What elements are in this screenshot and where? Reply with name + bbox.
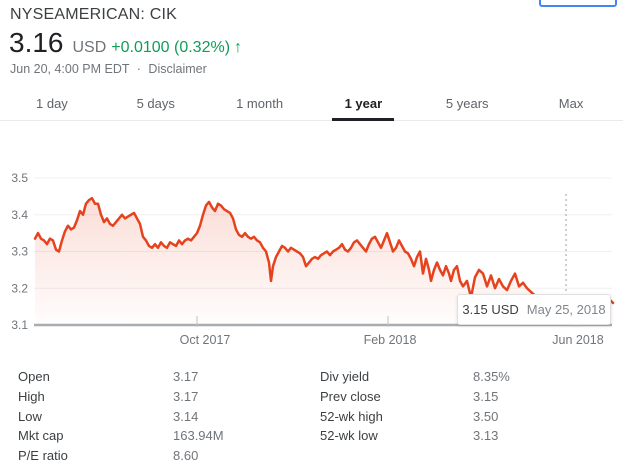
stat-label: Low <box>18 408 42 424</box>
x-tick-label: Feb 2018 <box>364 333 417 347</box>
tab-5-years[interactable]: 5 years <box>445 96 489 111</box>
stat-label: Prev close <box>320 389 381 405</box>
tab-1-year[interactable]: 1 year <box>311 87 415 120</box>
y-tick-label: 3.4 <box>11 208 28 222</box>
stats-column-right: Div yield 8.35% Prev close 3.15 52-wk high 3.… <box>320 367 610 446</box>
stat-row: 52-wk low 3.13 <box>320 426 610 446</box>
stat-value: 3.50 <box>473 408 499 424</box>
stat-value: 163.94M <box>173 428 224 444</box>
y-tick-label: 3.3 <box>11 245 28 259</box>
stat-row: High 3.17 <box>18 387 298 407</box>
stat-label: 52-wk low <box>320 428 378 444</box>
stat-row: Open 3.17 <box>18 367 298 387</box>
stat-row: P/E ratio 8.60 <box>18 446 298 464</box>
stats-column-left: Open 3.17 High 3.17 Low 3.14 Mkt cap 163.94M P/E… <box>18 367 298 464</box>
x-tick-label: Oct 2017 <box>180 333 231 347</box>
stat-value: 8.35% <box>473 369 510 385</box>
area-fill <box>35 198 613 325</box>
dot-separator: · <box>136 62 141 76</box>
tooltip-price: 3.15 USD <box>462 302 519 317</box>
price-change: +0.0100 (0.32%) <box>111 39 231 56</box>
stat-value: 8.60 <box>173 448 199 464</box>
tab-1-day[interactable]: 1 day <box>36 96 68 111</box>
y-tick-label: 3.1 <box>11 318 28 332</box>
currency-label: USD <box>72 39 107 56</box>
follow-button[interactable] <box>539 0 617 7</box>
stat-row: Div yield 8.35% <box>320 367 610 387</box>
y-tick-label: 3.5 <box>11 171 28 185</box>
stat-row: Mkt cap 163.94M <box>18 426 298 446</box>
chart-tooltip: 3.15 USD May 25, 2018 <box>457 294 611 325</box>
stat-row: Prev close 3.15 <box>320 387 610 407</box>
stat-label: Mkt cap <box>18 428 64 444</box>
stat-value: 3.17 <box>173 389 199 405</box>
chart-area[interactable]: 3.1 3.2 3.3 3.4 3.5 Oct 2017 Feb 2018 Jun 2018 … <box>0 130 623 365</box>
up-arrow-icon: ↑ <box>234 39 243 56</box>
timestamp-row: Jun 20, 4:00 PM EDT · Disclaimer <box>10 62 207 76</box>
stat-label: High <box>18 389 45 405</box>
tooltip-date: May 25, 2018 <box>526 302 606 317</box>
price-chart[interactable]: 3.1 3.2 3.3 3.4 3.5 Oct 2017 Feb 2018 Jun 2018 <box>0 130 623 365</box>
stat-value: 3.15 <box>473 389 499 405</box>
stat-label: Open <box>18 369 50 385</box>
tab-1-month[interactable]: 1 month <box>236 96 284 111</box>
quote-timestamp: Jun 20, 4:00 PM EDT <box>10 62 130 76</box>
disclaimer-link[interactable]: Disclaimer <box>148 62 207 76</box>
current-price: 3.16 <box>9 27 64 58</box>
tab-5-days[interactable]: 5 days <box>136 96 175 111</box>
range-tabs: 1 day 5 days 1 month 1 year 5 years Max <box>0 87 623 121</box>
exchange-symbol: NYSEAMERICAN: CIK <box>10 6 177 23</box>
y-tick-label: 3.2 <box>11 281 28 295</box>
stat-label: Div yield <box>320 369 370 385</box>
tab-max[interactable]: Max <box>558 96 584 111</box>
x-tick-label: Jun 2018 <box>552 333 603 347</box>
stat-value: 3.13 <box>473 428 499 444</box>
stat-row: Low 3.14 <box>18 406 298 426</box>
stat-label: P/E ratio <box>18 448 68 464</box>
stat-label: 52-wk high <box>320 408 383 424</box>
stat-row: 52-wk high 3.50 <box>320 406 610 426</box>
stat-value: 3.17 <box>173 369 199 385</box>
price-line <box>33 196 615 309</box>
price-row: 3.16 USD +0.0100 (0.32%) ↑ <box>9 27 242 59</box>
stat-value: 3.14 <box>173 408 199 424</box>
